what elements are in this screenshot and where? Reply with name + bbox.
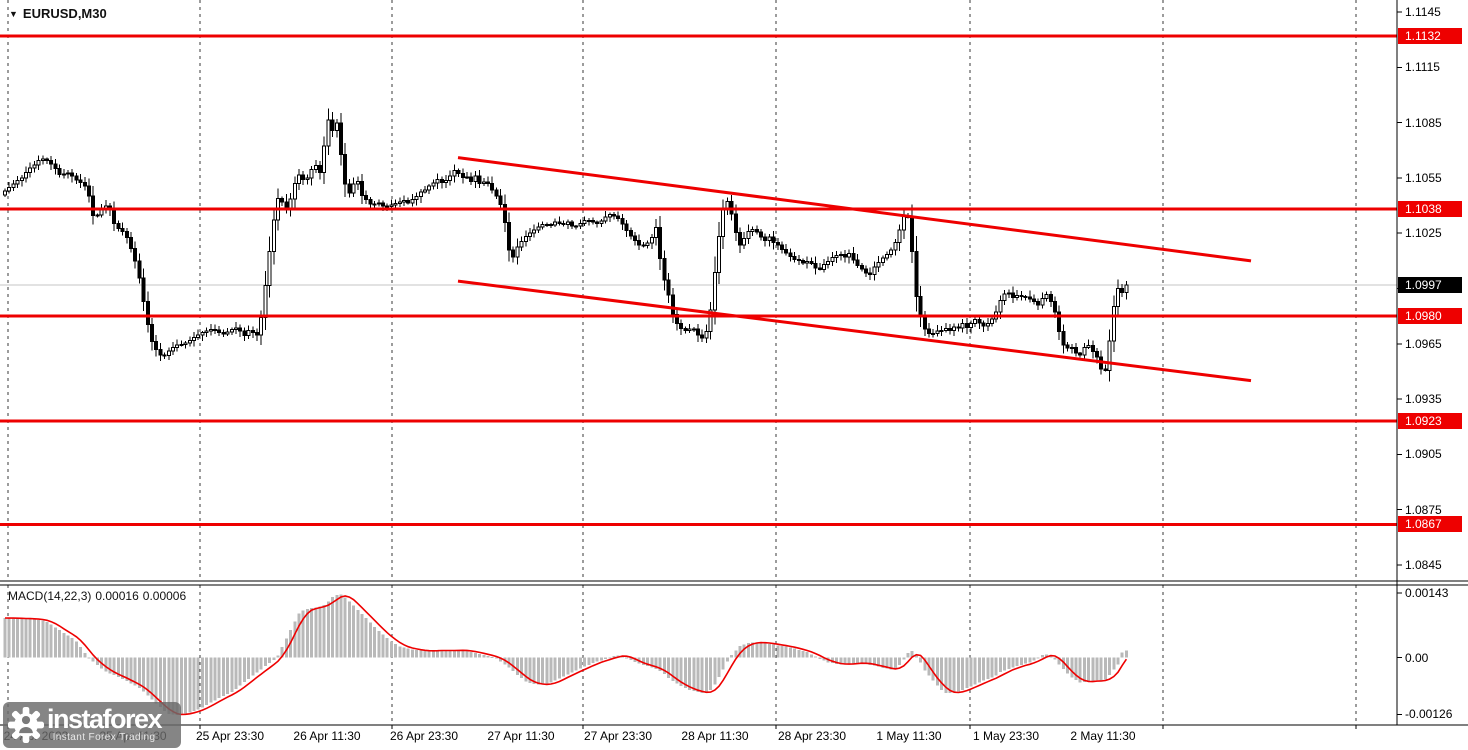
macd-axis-label: 0.00	[1405, 650, 1429, 665]
price-level-badge: 1.0867	[1398, 516, 1462, 533]
time-axis-label: 26 Apr 11:30	[293, 729, 361, 743]
time-axis-label: 28 Apr 23:30	[777, 729, 847, 743]
channel-trendlines[interactable]	[457, 156, 1252, 383]
price-level-badge: 1.1038	[1398, 201, 1462, 218]
axis-tick-marks	[7, 11, 1402, 729]
watermark-brand-text: instaforex	[47, 704, 163, 734]
time-axis-label: 1 May 11:30	[876, 729, 942, 743]
price-axis-label: 1.0875	[1405, 502, 1442, 517]
time-axis-label: 25 Apr 23:30	[195, 729, 265, 743]
time-axis-label: 27 Apr 11:30	[487, 729, 555, 743]
indicator-name: MACD(14,22,3)	[8, 589, 92, 603]
pane-borders	[0, 0, 1468, 726]
watermark-tagline: Instant Forex Trading	[52, 732, 156, 743]
time-axis-label: 27 Apr 23:30	[583, 729, 653, 743]
broker-watermark: instaforex Instant Forex Trading	[3, 702, 181, 748]
candlestick-series	[3, 108, 1129, 382]
support-resistance-lines[interactable]	[0, 34, 1397, 526]
grid-lines	[7, 0, 1357, 725]
macd-histogram	[3, 594, 1128, 716]
chevron-down-icon: ▼	[9, 9, 18, 19]
macd-axis-label: 0.00143	[1405, 586, 1449, 601]
indicator-signal-value: 0.00006	[142, 589, 187, 603]
time-axis-label: 2 May 11:30	[1070, 729, 1136, 743]
price-axis-label: 1.1085	[1405, 115, 1442, 130]
symbol-period-text: EURUSD,M30	[22, 6, 107, 21]
person-head	[21, 715, 31, 725]
price-axis-label: 1.1055	[1405, 170, 1442, 185]
channel-lower-trendline[interactable]	[457, 279, 1252, 383]
symbol-label: ▼ EURUSD,M30	[9, 6, 107, 21]
macd-signal-line	[4, 595, 1128, 716]
price-axis-label: 1.0845	[1405, 557, 1442, 572]
time-axis-label: 1 May 23:30	[972, 729, 1040, 743]
price-level-badge: 1.0923	[1398, 413, 1462, 430]
indicator-main-value: 0.00016	[95, 589, 139, 603]
channel-upper-trendline[interactable]	[457, 156, 1252, 263]
macd-axis-label: -0.00126	[1405, 707, 1453, 722]
current-price-badge: 1.0997	[1398, 276, 1462, 293]
price-axis-label: 1.0965	[1405, 336, 1442, 351]
price-axis-label: 1.0905	[1405, 447, 1442, 462]
price-level-badge: 1.1132	[1398, 27, 1462, 44]
price-axis-label: 1.1115	[1405, 60, 1440, 75]
time-axis-label: 26 Apr 23:30	[389, 729, 459, 743]
price-axis-label: 1.1145	[1405, 4, 1441, 19]
price-level-badge: 1.0980	[1398, 308, 1462, 325]
person-body	[19, 726, 33, 734]
price-axis-label: 1.0935	[1405, 392, 1442, 407]
price-axis-label: 1.1025	[1405, 226, 1442, 241]
instaforex-gear-icon	[7, 706, 45, 744]
indicator-label: MACD(14,22,3) 0.00016 0.00006	[8, 589, 190, 603]
time-axis-label: 28 Apr 11:30	[681, 729, 749, 743]
